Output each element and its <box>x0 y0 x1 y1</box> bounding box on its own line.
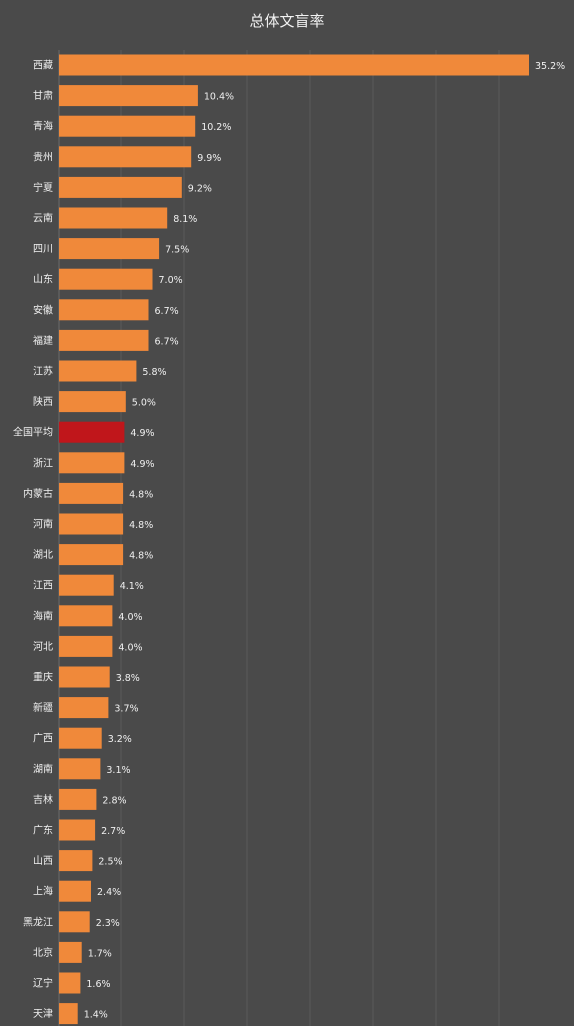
category-label: 贵州 <box>33 150 53 163</box>
bar <box>59 329 149 351</box>
bar <box>59 941 82 963</box>
bar <box>59 850 93 872</box>
bar <box>59 758 101 780</box>
value-label: 5.8% <box>142 367 166 378</box>
value-label: 10.4% <box>204 92 234 103</box>
bar <box>59 85 198 107</box>
category-label: 辽宁 <box>33 977 53 990</box>
value-label: 3.8% <box>116 673 140 684</box>
bar <box>59 911 90 933</box>
bar <box>59 421 125 443</box>
category-label: 天津 <box>33 1008 53 1020</box>
category-label: 浙江 <box>33 457 53 469</box>
category-label: 山西 <box>33 855 53 867</box>
category-label: 四川 <box>33 244 53 255</box>
bar <box>59 115 196 137</box>
value-label: 1.4% <box>84 1010 108 1021</box>
category-label: 吉林 <box>33 793 53 806</box>
category-label: 江苏 <box>33 365 53 378</box>
category-label: 广西 <box>33 733 53 745</box>
category-label: 河南 <box>33 518 53 531</box>
category-label: 新疆 <box>33 701 53 714</box>
value-label: 4.8% <box>129 520 153 531</box>
bar <box>59 146 192 168</box>
bar <box>59 54 529 76</box>
bar <box>59 666 110 688</box>
value-label: 6.7% <box>155 336 179 347</box>
bar <box>59 176 182 198</box>
value-label: 1.7% <box>88 948 112 959</box>
category-label: 湖南 <box>33 762 53 775</box>
category-label: 北京 <box>33 946 53 959</box>
bar <box>59 1003 78 1025</box>
bar <box>59 513 124 535</box>
bar <box>59 972 81 994</box>
bar <box>59 727 102 749</box>
value-label: 6.7% <box>155 306 179 317</box>
category-label: 宁夏 <box>33 181 53 194</box>
bar <box>59 238 160 260</box>
value-label: 4.0% <box>118 642 142 653</box>
category-label: 全国平均 <box>13 426 53 439</box>
category-label: 河北 <box>33 641 53 653</box>
value-label: 4.9% <box>130 459 154 470</box>
chart-title: 总体文盲率 <box>249 12 325 30</box>
value-label: 2.8% <box>102 795 126 806</box>
bar <box>59 544 124 566</box>
value-label: 7.5% <box>165 245 189 256</box>
category-label: 安徽 <box>33 303 53 316</box>
bar <box>59 391 126 413</box>
value-label: 4.1% <box>120 581 144 592</box>
value-label: 3.2% <box>108 734 132 745</box>
category-label: 甘肃 <box>33 89 53 102</box>
bar <box>59 819 96 841</box>
value-label: 2.7% <box>101 826 125 837</box>
category-label: 陕西 <box>33 395 53 408</box>
bar <box>59 574 114 596</box>
bar <box>59 268 153 290</box>
value-label: 8.1% <box>173 214 197 225</box>
category-label: 福建 <box>33 334 53 347</box>
bar <box>59 207 168 229</box>
bar <box>59 788 97 810</box>
category-label: 广东 <box>33 824 53 837</box>
bar <box>59 605 113 627</box>
value-label: 5.0% <box>132 398 156 409</box>
value-label: 3.7% <box>114 704 138 715</box>
value-label: 4.8% <box>129 489 153 500</box>
category-label: 西藏 <box>33 60 53 72</box>
category-label: 青海 <box>33 120 53 133</box>
value-label: 10.2% <box>201 122 231 133</box>
category-label: 内蒙古 <box>23 487 53 500</box>
category-label: 重庆 <box>33 671 53 684</box>
value-label: 4.8% <box>129 551 153 562</box>
bar <box>59 880 91 902</box>
category-label: 云南 <box>33 212 53 225</box>
bar <box>59 299 149 321</box>
value-label: 2.4% <box>97 887 121 898</box>
value-label: 9.9% <box>197 153 221 164</box>
value-label: 1.6% <box>86 979 110 990</box>
value-label: 2.5% <box>98 857 122 868</box>
category-label: 海南 <box>33 609 53 622</box>
category-label: 山东 <box>33 273 53 286</box>
value-label: 3.1% <box>106 765 130 776</box>
value-label: 2.3% <box>96 918 120 929</box>
bar <box>59 635 113 657</box>
value-label: 35.2% <box>535 61 565 72</box>
category-label: 黑龙江 <box>23 915 53 928</box>
bar <box>59 697 109 719</box>
bar <box>59 482 124 504</box>
category-label: 江西 <box>33 580 53 592</box>
value-label: 7.0% <box>159 275 183 286</box>
category-label: 湖北 <box>33 549 53 561</box>
value-label: 9.2% <box>188 183 212 194</box>
bar <box>59 452 125 474</box>
category-label: 上海 <box>33 885 53 898</box>
bar <box>59 360 137 382</box>
value-label: 4.0% <box>118 612 142 623</box>
value-label: 4.9% <box>130 428 154 439</box>
